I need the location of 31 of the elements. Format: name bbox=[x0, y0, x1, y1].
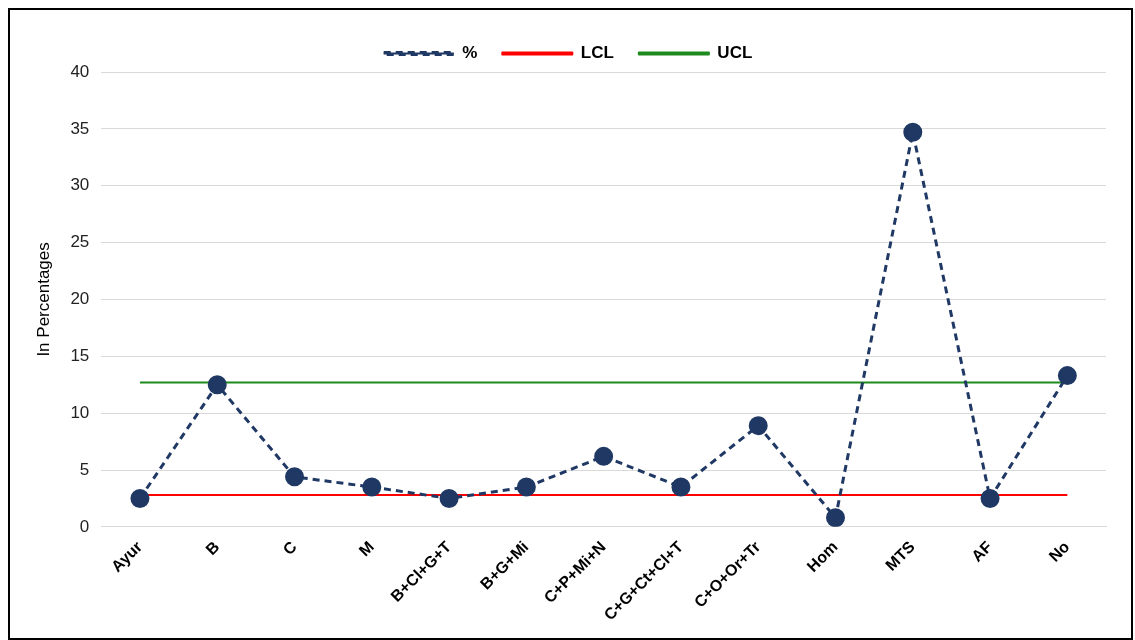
point bbox=[1057, 366, 1077, 386]
y-tick-label: 35 bbox=[70, 118, 90, 138]
y-axis-title: In Percentages bbox=[33, 242, 53, 357]
x-tick-label: M bbox=[355, 537, 378, 560]
y-tick-label: 40 bbox=[70, 61, 90, 81]
y-tick-label: 5 bbox=[79, 459, 90, 479]
point bbox=[362, 477, 382, 497]
point bbox=[826, 508, 846, 527]
legend-label: UCL bbox=[717, 43, 753, 63]
point bbox=[748, 416, 768, 436]
y-tick-label: 0 bbox=[79, 516, 90, 536]
point bbox=[439, 488, 459, 508]
y-tick-label: 30 bbox=[70, 175, 90, 195]
point bbox=[980, 488, 1000, 508]
y-tick-label: 10 bbox=[70, 402, 90, 422]
y-tick-label: 15 bbox=[70, 345, 90, 365]
point bbox=[285, 467, 305, 487]
legend-label: LCL bbox=[580, 43, 614, 63]
x-tick-label: C bbox=[279, 537, 301, 559]
x-tick-label: AF bbox=[968, 537, 996, 565]
point bbox=[671, 477, 691, 497]
x-tick-label: No bbox=[1045, 537, 1073, 565]
point bbox=[516, 477, 536, 497]
point bbox=[130, 488, 150, 508]
point bbox=[207, 375, 227, 395]
x-tick-label: B bbox=[202, 537, 223, 559]
point bbox=[903, 122, 923, 142]
y-tick-label: 25 bbox=[70, 232, 90, 252]
point bbox=[594, 446, 614, 466]
y-tick-label: 20 bbox=[70, 289, 90, 309]
legend-label: % bbox=[462, 43, 478, 63]
